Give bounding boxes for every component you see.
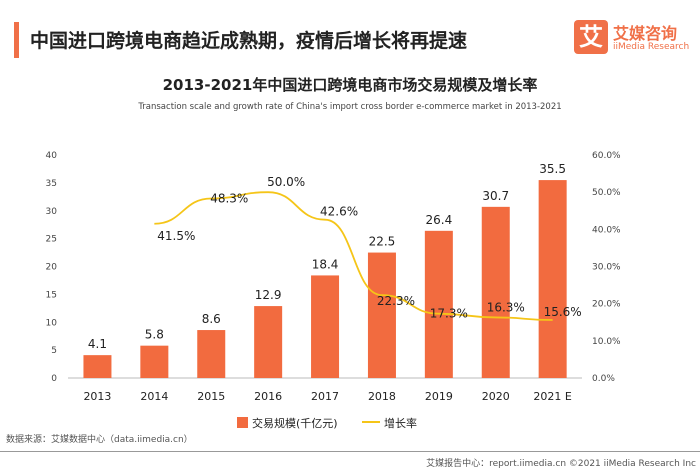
- logo-text-cn: 艾媒咨询: [613, 24, 678, 43]
- bar-value-label: 30.7: [482, 189, 509, 203]
- y-left-tick-label: 0: [51, 374, 57, 384]
- bar-value-label: 12.9: [255, 288, 282, 302]
- x-tick-label: 2019: [425, 390, 453, 403]
- y-right-tick-label: 60.0%: [592, 151, 621, 161]
- bar: [538, 180, 567, 378]
- growth-rate-label: 41.5%: [157, 229, 195, 243]
- legend-line-label: 增长率: [384, 416, 417, 430]
- x-tick-label: 2017: [311, 390, 339, 403]
- logo: 艾 艾媒咨询 iiMedia Research: [574, 20, 694, 60]
- y-right-tick-label: 20.0%: [592, 300, 621, 310]
- y-right-tick-label: 40.0%: [592, 225, 621, 235]
- bar-value-label: 4.1: [88, 337, 107, 351]
- legend-bar-label: 交易规模(千亿元): [252, 416, 338, 430]
- y-left-tick-label: 15: [46, 290, 57, 300]
- x-tick-label: 2013: [83, 390, 111, 403]
- divider: [0, 451, 700, 452]
- bar: [140, 345, 169, 378]
- x-tick-label: 2020: [482, 390, 510, 403]
- y-left-tick-label: 10: [46, 318, 58, 328]
- footer-report: 艾媒报告中心：report.iimedia.cn ©2021 iiMedia R…: [426, 459, 696, 469]
- y-right-tick-label: 0.0%: [592, 374, 615, 384]
- bar-value-label: 35.5: [539, 162, 566, 176]
- y-right-tick-label: 50.0%: [592, 188, 621, 198]
- x-tick-label: 2021 E: [533, 390, 571, 403]
- x-tick-label: 2018: [368, 390, 396, 403]
- headline: 中国进口跨境电商趋近成熟期，疫情后增长将再提速: [30, 30, 468, 52]
- growth-rate-label: 15.6%: [544, 305, 582, 319]
- chart-title: 2013-2021年中国进口跨境电商市场交易规模及增长率: [162, 76, 538, 94]
- bar: [424, 230, 453, 378]
- headline-accent-bar: [14, 22, 19, 58]
- bar: [83, 355, 112, 378]
- growth-rate-label: 48.3%: [210, 191, 248, 205]
- bar: [197, 330, 226, 378]
- data-source: 数据来源：艾媒数据中心（data.iimedia.cn）: [6, 435, 193, 445]
- growth-rate-label: 16.3%: [487, 300, 525, 314]
- bar: [254, 306, 283, 378]
- x-tick-label: 2015: [197, 390, 225, 403]
- growth-rate-label: 17.3%: [430, 307, 468, 321]
- y-right-tick-label: 30.0%: [592, 263, 621, 273]
- growth-rate-label: 22.3%: [377, 294, 415, 308]
- logo-text-en: iiMedia Research: [613, 42, 690, 52]
- growth-rate-label: 50.0%: [267, 175, 305, 189]
- bar-value-label: 18.4: [312, 257, 339, 271]
- y-left-tick-label: 5: [51, 346, 57, 356]
- x-tick-label: 2014: [140, 390, 168, 403]
- x-tick-label: 2016: [254, 390, 282, 403]
- bar: [367, 252, 396, 378]
- growth-rate-line: [154, 191, 553, 321]
- growth-rate-label: 42.6%: [320, 205, 358, 219]
- y-left-tick-label: 20: [46, 263, 58, 273]
- y-left-tick-label: 40: [46, 151, 58, 161]
- bar: [311, 275, 340, 378]
- y-left-tick-label: 25: [46, 235, 57, 245]
- chart-subtitle: Transaction scale and growth rate of Chi…: [138, 102, 562, 112]
- bar-value-label: 5.8: [145, 328, 164, 342]
- y-right-tick-label: 10.0%: [592, 337, 621, 347]
- bar-value-label: 22.5: [369, 235, 396, 249]
- y-left-tick-label: 35: [46, 179, 57, 189]
- bar-value-label: 8.6: [202, 312, 221, 326]
- legend-bar-swatch: [237, 417, 248, 428]
- bar-value-label: 26.4: [425, 213, 452, 227]
- logo-mark: 艾: [574, 20, 608, 54]
- bar: [481, 206, 510, 378]
- y-left-tick-label: 30: [46, 207, 58, 217]
